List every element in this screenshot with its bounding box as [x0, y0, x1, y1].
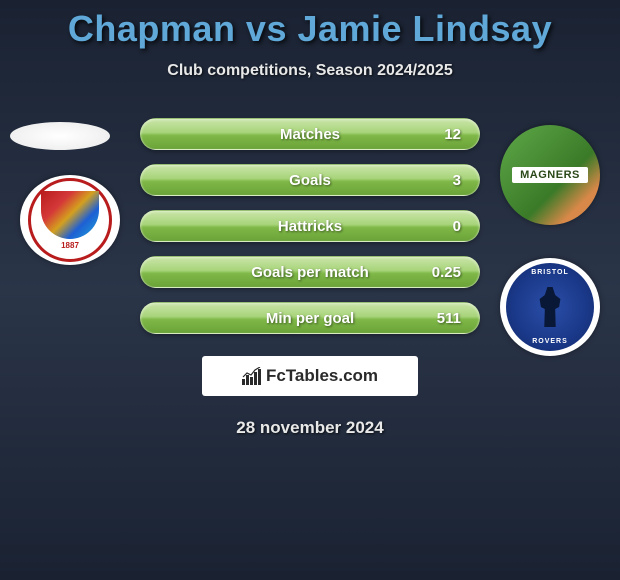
branding-badge[interactable]: FcTables.com [202, 356, 418, 396]
bristol-text-top: BRISTOL [531, 269, 569, 276]
bristol-text-bottom: ROVERS [532, 338, 568, 345]
page-subtitle: Club competitions, Season 2024/2025 [0, 62, 620, 80]
stat-value-right: 511 [437, 310, 461, 327]
stat-value-right: 0.25 [432, 264, 461, 281]
stat-value-right: 3 [453, 172, 461, 189]
stat-label: Hattricks [278, 218, 342, 235]
chart-icon [242, 367, 262, 385]
stat-value-right: 0 [453, 218, 461, 235]
club-left-logo: 1887 [20, 175, 120, 265]
sponsor-tag: MAGNERS [512, 167, 588, 183]
bristol-badge-icon: BRISTOL ROVERS [506, 263, 594, 351]
player-right-avatar: MAGNERS [500, 125, 600, 225]
stat-label: Matches [280, 126, 340, 143]
stat-row-goals: Goals 3 [140, 164, 480, 196]
page-title: Chapman vs Jamie Lindsay [0, 0, 620, 50]
stat-row-hattricks: Hattricks 0 [140, 210, 480, 242]
stat-row-gpm: Goals per match 0.25 [140, 256, 480, 288]
stat-row-matches: Matches 12 [140, 118, 480, 150]
stat-label: Min per goal [266, 310, 354, 327]
barnsley-year: 1887 [61, 241, 79, 250]
barnsley-badge-icon: 1887 [28, 178, 112, 262]
stat-value-right: 12 [444, 126, 461, 143]
player-left-avatar [10, 122, 110, 150]
stat-label: Goals per match [251, 264, 369, 281]
stat-label: Goals [289, 172, 331, 189]
stat-row-mpg: Min per goal 511 [140, 302, 480, 334]
branding-label: FcTables.com [266, 366, 378, 386]
club-right-logo: BRISTOL ROVERS [500, 258, 600, 356]
footer-date: 28 november 2024 [0, 418, 620, 438]
